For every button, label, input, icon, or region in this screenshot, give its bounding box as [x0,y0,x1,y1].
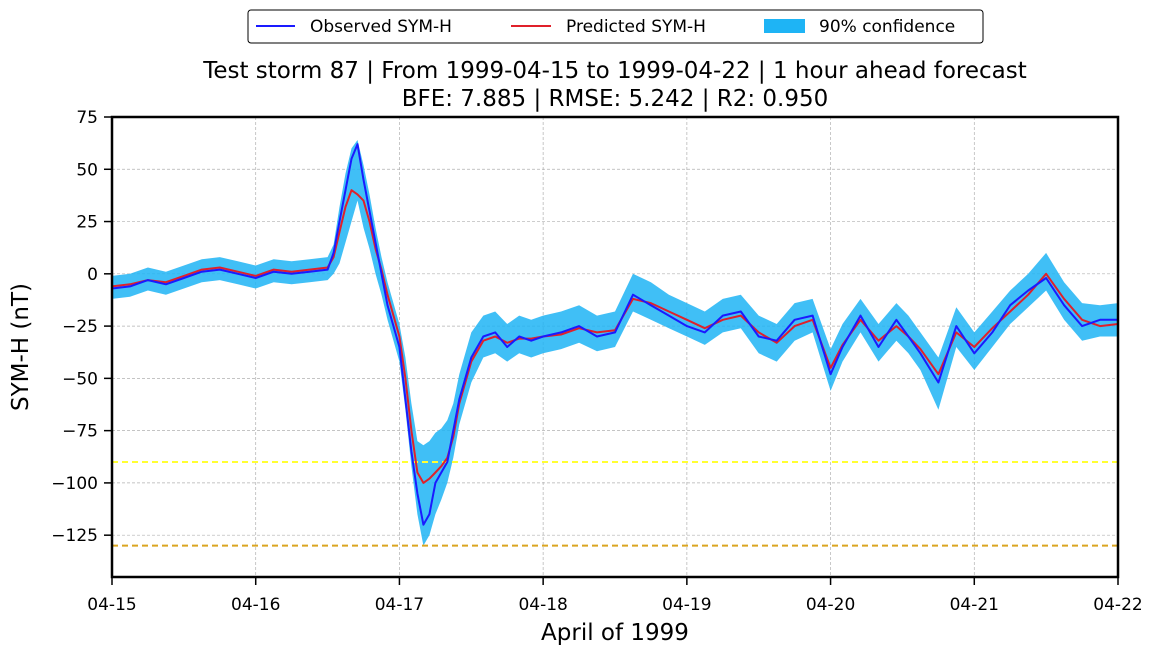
chart-subtitle: BFE: 7.885 | RMSE: 5.242 | R2: 0.950 [402,86,829,112]
y-tick-label: −25 [62,317,98,337]
confidence-band [112,140,1118,546]
x-tick-label: 04-17 [375,595,424,615]
observed-series-line [111,143,1118,526]
legend-observed-label: Observed SYM-H [310,17,452,37]
legend-frame [247,9,984,44]
plot-frame [110,115,1120,579]
y-tick-label: −75 [62,422,98,442]
y-tick-label: 75 [76,108,98,128]
x-tick-label: 04-18 [518,595,567,615]
y-tick-label: 0 [87,265,98,285]
x-tick-label: 04-19 [662,595,711,615]
x-tick-label: 04-21 [950,595,999,615]
legend: Observed SYM-H Predicted SYM-H 90% confi… [247,9,984,44]
confidence-band-group [112,140,1118,546]
x-axis-label: April of 1999 [541,620,689,646]
reference-lines-group [112,461,1118,547]
y-tick-label: 50 [76,160,98,180]
y-tick-label: −100 [51,474,98,494]
y-tick-label: 25 [76,213,98,233]
x-tick-label: 04-20 [806,595,855,615]
x-tick-label: 04-15 [87,595,136,615]
x-tick-label: 04-22 [1093,595,1142,615]
chart-title: Test storm 87 | From 1999-04-15 to 1999-… [202,58,1027,84]
y-tick-label: −50 [62,369,98,389]
y-axis-label: SYM-H (nT) [8,283,34,411]
legend-confidence-swatch [764,19,805,33]
x-axis: 04-15 04-16 04-17 04-18 04-19 04-20 04-21 04-22 [87,577,1143,615]
series-lines-group [111,143,1119,526]
y-tick-label: −125 [51,526,98,546]
x-tick-label: 04-16 [231,595,280,615]
legend-predicted-label: Predicted SYM-H [566,17,706,37]
y-axis: 75 50 25 0 −25 −50 −75 −100 −125 [51,108,112,546]
legend-confidence-label: 90% confidence [819,17,955,37]
